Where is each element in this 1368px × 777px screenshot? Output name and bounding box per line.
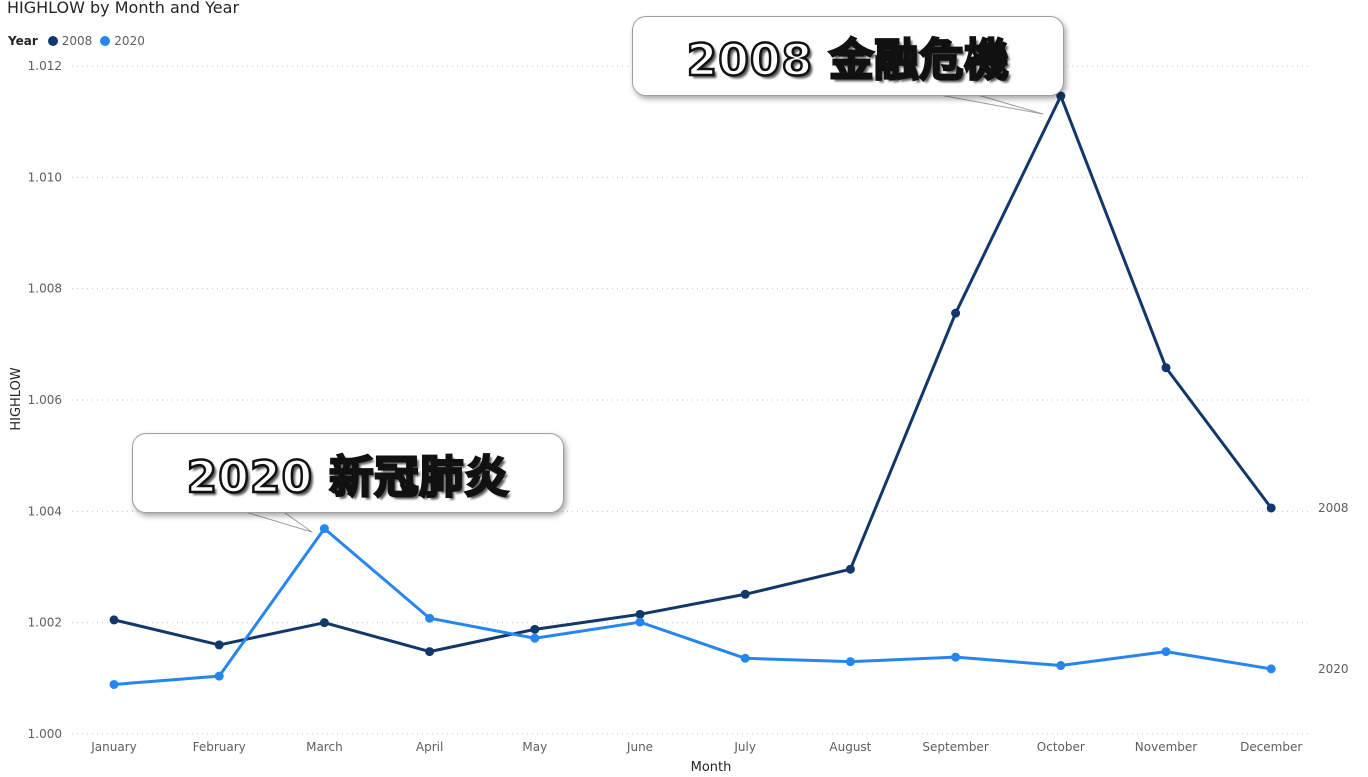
data-point: [740, 589, 750, 599]
legend-label-2020: 2020: [114, 34, 145, 48]
x-tick-label: April: [416, 740, 443, 754]
y-axis-ticks: 1.000 1.002 1.004 1.006 1.008 1.010 1.012: [28, 59, 62, 741]
x-tick-label: March: [306, 740, 343, 754]
data-point: [214, 671, 224, 681]
y-tick-label: 1.012: [28, 59, 62, 73]
data-point: [845, 564, 855, 574]
x-tick-label: November: [1135, 740, 1197, 754]
series-2020: 2020: [109, 524, 1349, 689]
gridlines: [72, 65, 1312, 735]
data-point: [1161, 363, 1171, 373]
series-end-label-2008: 2008: [1318, 501, 1349, 515]
data-point: [1056, 661, 1066, 671]
x-tick-label: October: [1037, 740, 1085, 754]
x-axis-title: Month: [691, 760, 732, 775]
legend-title: Year: [8, 34, 38, 48]
data-point: [319, 524, 329, 534]
legend-label-2008: 2008: [61, 34, 93, 48]
chart-title: HIGHLOW by Month and Year: [7, 0, 240, 17]
data-point: [530, 633, 540, 643]
data-point: [635, 609, 645, 619]
data-point: [425, 613, 435, 623]
legend-swatch-2008: [47, 36, 58, 46]
annotation-callout-2008: 2008 金融危機: [632, 16, 1064, 96]
y-axis-title: HIGHLOW: [9, 367, 24, 430]
data-point: [1056, 91, 1066, 101]
y-tick-label: 1.006: [28, 393, 62, 407]
data-point: [109, 615, 119, 625]
legend-item-2020[interactable]: 2020: [100, 34, 145, 48]
series-2008: 2008: [109, 91, 1349, 657]
y-tick-label: 1.002: [28, 616, 62, 630]
y-tick-label: 1.004: [28, 504, 62, 518]
data-point: [845, 657, 855, 667]
data-point: [951, 308, 961, 318]
y-tick-label: 1.010: [28, 170, 62, 184]
legend-item-2008[interactable]: 2008: [47, 34, 93, 48]
x-tick-label: May: [522, 740, 547, 754]
x-tick-label: January: [90, 740, 137, 754]
data-point: [1161, 647, 1171, 657]
x-tick-label: December: [1240, 740, 1302, 754]
series-end-label-2020: 2020: [1318, 662, 1349, 676]
data-point: [951, 652, 961, 662]
data-point: [214, 640, 224, 650]
x-tick-label: June: [626, 740, 653, 754]
data-point: [425, 647, 435, 657]
y-tick-label: 1.008: [28, 282, 62, 296]
data-point: [740, 653, 750, 663]
series-line-2008: [112, 94, 1273, 654]
data-point: [319, 618, 329, 628]
legend: Year 2008 2020: [8, 33, 149, 49]
x-tick-label: August: [829, 740, 871, 754]
x-tick-label: September: [922, 740, 988, 754]
legend-swatch-2020: [100, 36, 111, 46]
x-axis-ticks: January February March April May June July Augu…: [90, 740, 1302, 754]
data-point: [635, 617, 645, 627]
x-tick-label: February: [193, 740, 246, 754]
data-point: [109, 679, 119, 689]
x-tick-label: July: [733, 740, 756, 754]
data-point: [1266, 664, 1276, 674]
y-tick-label: 1.000: [28, 727, 62, 741]
data-point: [530, 624, 540, 634]
annotation-callout-2020: 2020 新冠肺炎: [132, 433, 564, 513]
series-line-2020: [112, 527, 1273, 686]
data-point: [1266, 503, 1276, 513]
